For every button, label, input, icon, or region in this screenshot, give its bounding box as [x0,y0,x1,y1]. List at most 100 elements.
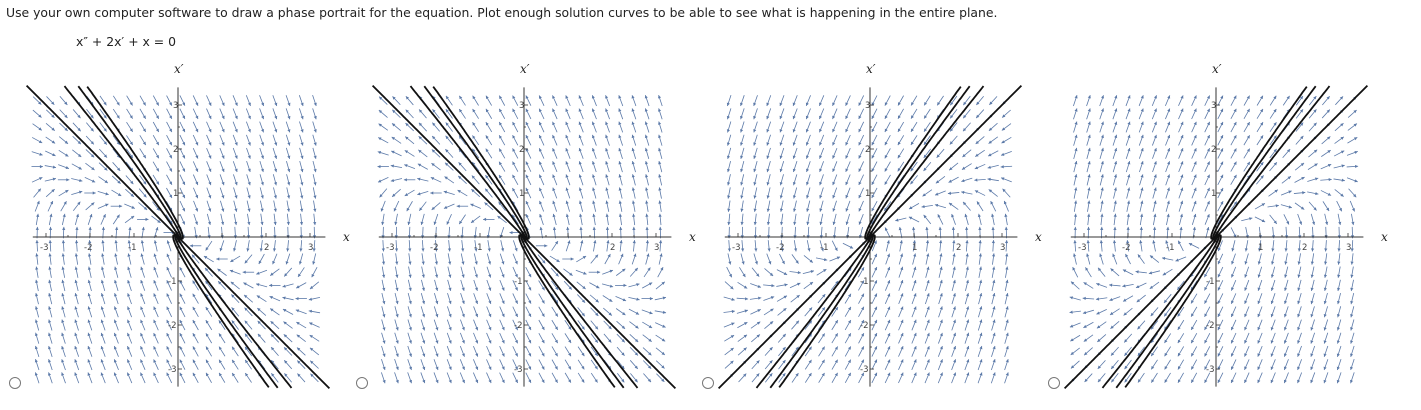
field-arrowhead [1100,147,1104,152]
field-arrowhead [1353,123,1357,127]
field-arrowhead [797,282,801,286]
field-arrowhead [309,285,314,290]
y-axis-label: x′ [174,62,184,76]
field-arrowhead [435,353,439,357]
field-arrowhead [419,109,423,113]
field-arrowhead [592,200,596,204]
field-arrowhead [605,134,609,139]
field-arrowhead [514,313,518,317]
field-arrowhead [911,115,914,119]
field-arrowhead [1001,127,1006,131]
field-arrowhead [884,207,888,211]
field-arrowhead [48,372,52,376]
field-arrowhead [261,129,265,133]
field-arrowhead [1336,366,1340,371]
field-arrowhead [770,308,774,312]
field-arrowhead [754,261,758,265]
field-arrowhead [38,177,43,181]
field-arrowhead [258,260,262,265]
field-arrowhead [936,154,940,158]
field-arrowhead [884,128,888,133]
field-arrowhead [245,359,249,364]
field-arrowhead [605,161,609,165]
choice-3-radio[interactable] [702,377,714,389]
field-arrowhead [219,247,223,252]
field-arrowhead [992,266,996,270]
field-arrowhead [456,204,460,208]
field-arrowhead [609,298,613,302]
field-arrowhead [992,332,996,337]
field-arrowhead [910,128,914,132]
field-arrowhead [1140,134,1144,139]
field-arrowhead [87,332,91,337]
field-arrowhead [1114,121,1118,125]
field-arrowhead [48,332,52,337]
field-arrowhead [1153,187,1157,191]
field-arrowhead [974,178,978,182]
choice-4-radio[interactable] [1048,377,1060,389]
field-arrowhead [632,240,636,244]
field-arrowhead [834,307,838,311]
field-arrowhead [140,240,144,244]
field-arrowhead [771,284,775,288]
field-arrowhead [420,221,424,225]
field-arrowhead [647,378,652,383]
field-arrowhead [595,312,599,316]
field-arrowhead [87,319,91,323]
field-arrowhead [1005,359,1009,363]
field-arrowhead [448,366,452,370]
field-arrowhead [605,147,609,152]
field-arrowhead [1204,313,1208,317]
field-arrowhead [726,155,731,159]
field-arrowhead [395,287,399,291]
solution-curve [1215,84,1369,238]
field-arrowhead [858,141,862,146]
field-arrowhead [1137,379,1141,383]
field-arrowhead [806,208,810,212]
field-arrowhead [434,248,438,252]
choice-2-radio[interactable] [356,377,368,389]
field-arrowhead [871,141,875,146]
choice-1-radio[interactable] [9,377,21,389]
field-arrowhead [408,248,412,252]
field-arrowhead [992,293,996,297]
field-arrowhead [976,114,980,119]
field-arrowhead [1297,353,1301,357]
field-arrowhead [1206,161,1210,165]
field-arrowhead [446,221,450,225]
field-arrowhead [1177,313,1181,317]
field-arrowhead [1164,339,1168,343]
field-arrowhead [448,300,452,305]
field-arrowhead [1191,379,1195,383]
field-arrowhead [819,128,823,133]
field-arrowhead [1127,121,1131,125]
field-arrowhead [377,165,381,169]
field-arrowhead [565,174,569,178]
field-arrowhead [1084,352,1088,356]
field-arrowhead [871,155,875,159]
field-arrowhead [435,327,439,331]
field-arrowhead [744,297,749,301]
field-arrowhead [887,319,891,324]
field-arrowhead [1074,187,1078,191]
field-arrowhead [129,154,133,159]
field-arrowhead [858,194,862,199]
field-arrowhead [953,359,957,363]
field-arrowhead [474,287,478,291]
field-arrowhead [296,322,300,325]
solution-curve [1212,85,1317,239]
field-arrowhead [1206,121,1210,126]
field-arrowhead [422,379,426,384]
field-arrowhead [313,182,317,186]
field-arrowhead [783,308,787,312]
field-arrowhead [552,213,556,218]
field-arrowhead [662,296,666,300]
field-arrowhead [634,365,638,369]
field-arrowhead [208,208,212,212]
field-arrowhead [286,221,290,226]
field-arrowhead [1270,379,1274,384]
field-arrowhead [394,248,399,252]
field-arrowhead [951,214,955,218]
field-arrowhead [1163,299,1168,304]
field-arrowhead [884,168,888,172]
